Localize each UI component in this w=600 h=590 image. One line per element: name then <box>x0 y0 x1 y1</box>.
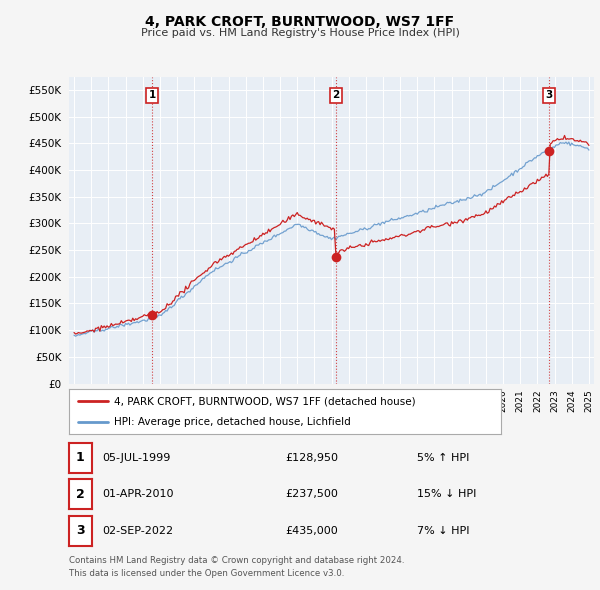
Text: 4, PARK CROFT, BURNTWOOD, WS7 1FF: 4, PARK CROFT, BURNTWOOD, WS7 1FF <box>145 15 455 29</box>
Text: 05-JUL-1999: 05-JUL-1999 <box>102 453 170 463</box>
Text: This data is licensed under the Open Government Licence v3.0.: This data is licensed under the Open Gov… <box>69 569 344 578</box>
Text: Contains HM Land Registry data © Crown copyright and database right 2024.: Contains HM Land Registry data © Crown c… <box>69 556 404 565</box>
Text: Price paid vs. HM Land Registry's House Price Index (HPI): Price paid vs. HM Land Registry's House … <box>140 28 460 38</box>
Text: 7% ↓ HPI: 7% ↓ HPI <box>417 526 469 536</box>
Text: HPI: Average price, detached house, Lichfield: HPI: Average price, detached house, Lich… <box>115 417 351 427</box>
Text: 15% ↓ HPI: 15% ↓ HPI <box>417 490 476 499</box>
Text: 2: 2 <box>332 90 340 100</box>
Text: £435,000: £435,000 <box>285 526 338 536</box>
Text: 02-SEP-2022: 02-SEP-2022 <box>102 526 173 536</box>
Text: 1: 1 <box>148 90 155 100</box>
Text: £237,500: £237,500 <box>285 490 338 499</box>
Text: 3: 3 <box>76 525 85 537</box>
Text: 4, PARK CROFT, BURNTWOOD, WS7 1FF (detached house): 4, PARK CROFT, BURNTWOOD, WS7 1FF (detac… <box>115 396 416 407</box>
Text: 2: 2 <box>76 488 85 501</box>
Text: 1: 1 <box>76 451 85 464</box>
Text: £128,950: £128,950 <box>285 453 338 463</box>
Text: 5% ↑ HPI: 5% ↑ HPI <box>417 453 469 463</box>
Text: 01-APR-2010: 01-APR-2010 <box>102 490 173 499</box>
Text: 3: 3 <box>545 90 553 100</box>
